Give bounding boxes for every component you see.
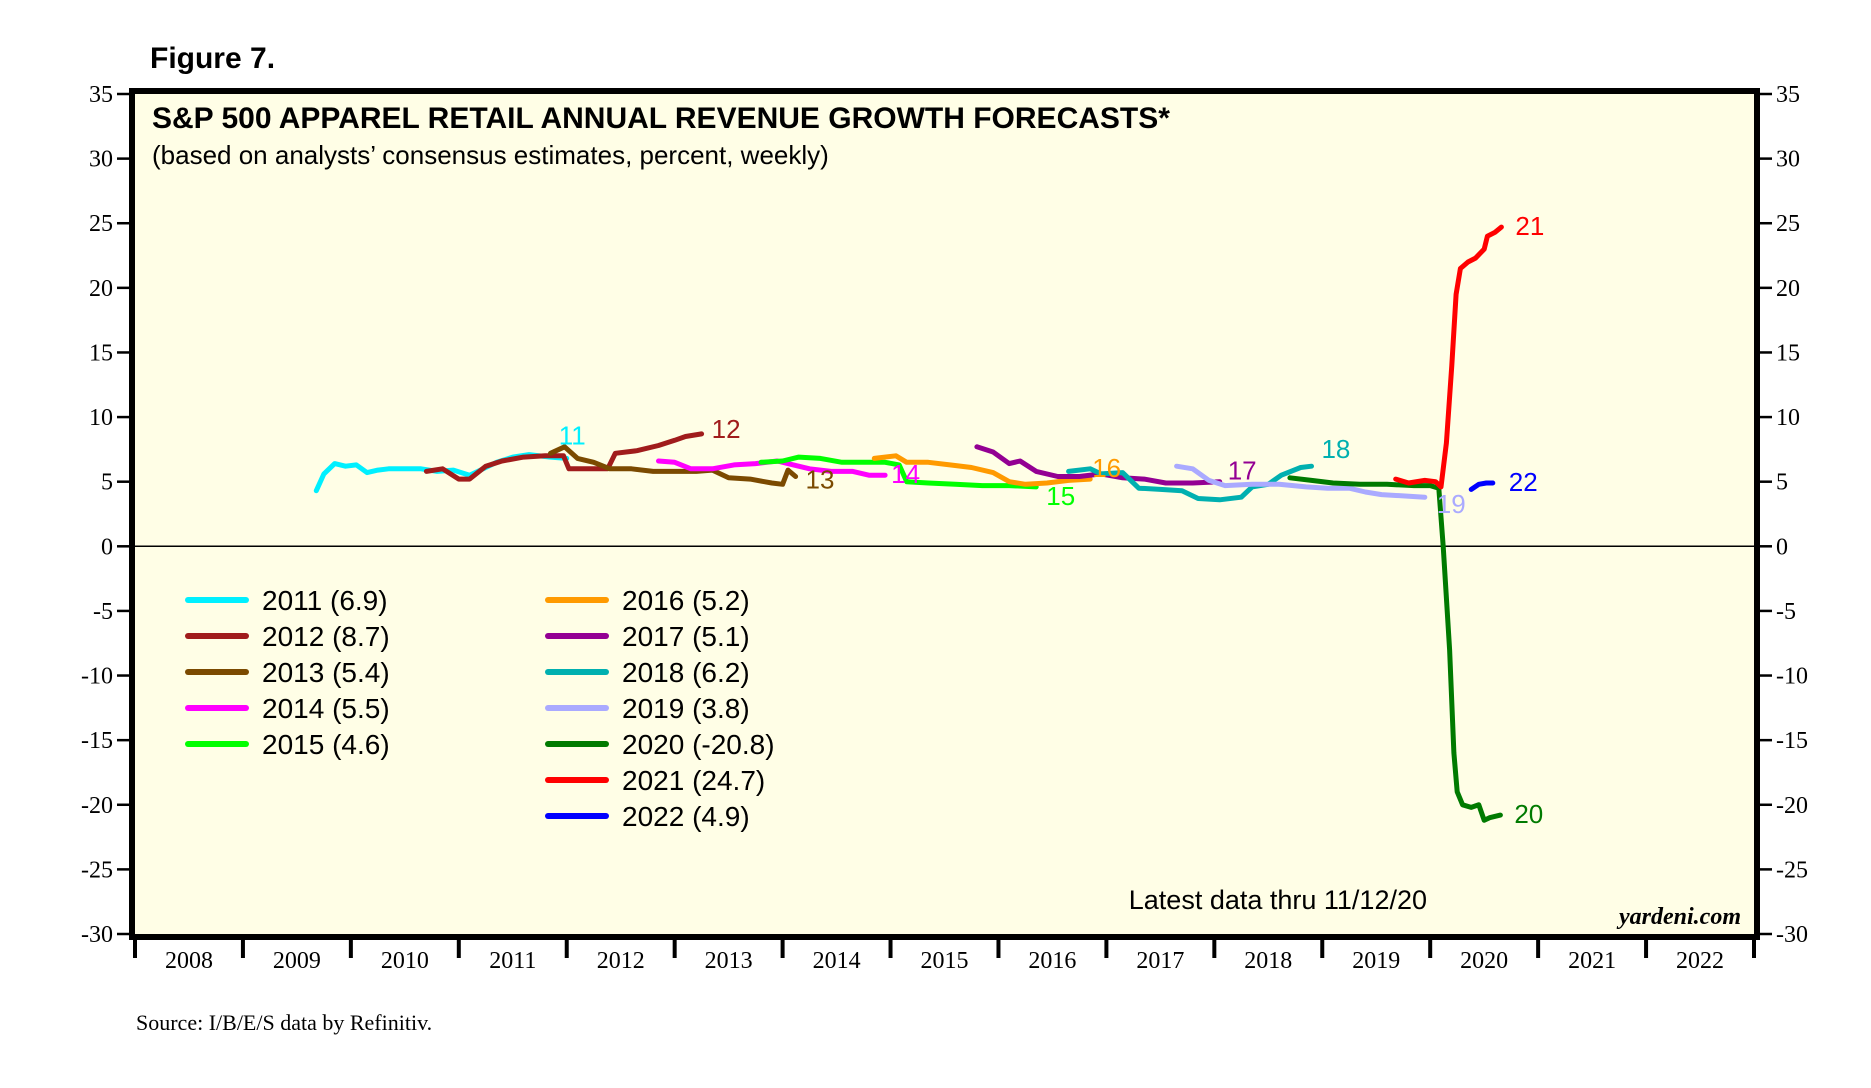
y-tick-label-right: 30 [1776, 147, 1800, 173]
series-line-2018 [1066, 463, 1314, 503]
y-tick-label-right: 0 [1776, 534, 1788, 560]
legend-label-2014: 2014 (5.5) [262, 693, 390, 724]
y-tick-label-right: 35 [1776, 82, 1800, 108]
legend-label-2020: 2020 (-20.8) [622, 729, 775, 760]
y-axis-right: 35 30 25 20 15 10 5 0 -5 -10 -15 -20 -25 -30 [1757, 82, 1808, 948]
y-tick-label-left: 35 [89, 82, 113, 108]
plot-frame [129, 88, 1760, 940]
x-tick-label: 2010 [381, 948, 429, 974]
legend-label-2019: 2019 (3.8) [622, 693, 750, 724]
y-axis-left: 35 30 25 20 15 10 5 0 -5 -10 -15 -20 -25 -30 [81, 82, 132, 948]
x-tick-label: 2016 [1028, 948, 1076, 974]
y-tick-label-left: 30 [89, 147, 113, 173]
series-line-2012 [423, 431, 705, 482]
legend-label-2017: 2017 (5.1) [622, 621, 750, 652]
series-end-label-2012: 12 [712, 414, 741, 444]
legend: 2011 (6.9) 2012 (8.7) 2013 (5.4) 2014 (5.5)… [185, 585, 775, 832]
y-tick-label-left: -25 [81, 857, 113, 883]
y-tick-label-left: 20 [89, 276, 113, 302]
series-end-label-2020: 20 [1514, 799, 1543, 829]
x-tick-label: 2015 [921, 948, 969, 974]
series-end-label-2013: 13 [806, 465, 835, 495]
series-line-2019 [1174, 463, 1428, 500]
y-tick-label-left: 0 [101, 534, 113, 560]
series-end-label-2017: 17 [1228, 456, 1257, 486]
y-tick-label-right: -5 [1776, 599, 1796, 625]
series-end-label-2014: 14 [891, 459, 920, 489]
series-line-2013 [548, 444, 799, 487]
y-tick-label-right: -20 [1776, 793, 1808, 819]
legend-label-2013: 2013 (5.4) [262, 657, 390, 688]
y-tick-label-right: -10 [1776, 664, 1808, 690]
plot-background [135, 94, 1754, 934]
y-tick-label-right: -15 [1776, 728, 1808, 754]
legend-label-2021: 2021 (24.7) [622, 765, 765, 796]
x-tick-label: 2021 [1568, 948, 1616, 974]
y-tick-label-left: -20 [81, 793, 113, 819]
x-tick-label: 2020 [1460, 948, 1508, 974]
series-line-2015 [758, 454, 1039, 490]
y-tick-label-right: 5 [1776, 470, 1788, 496]
legend-label-2022: 2022 (4.9) [622, 801, 750, 832]
y-tick-label-right: 10 [1776, 405, 1800, 431]
series-line-2021 [1393, 224, 1504, 490]
x-tick-label: 2019 [1352, 948, 1400, 974]
x-tick-label: 2017 [1136, 948, 1184, 974]
y-tick-label-left: -10 [81, 664, 113, 690]
y-tick-label-right: 25 [1776, 211, 1800, 237]
x-tick-label: 2008 [165, 948, 213, 974]
figure-label: Figure 7. [150, 42, 276, 75]
y-tick-label-left: 15 [89, 340, 113, 366]
x-tick-label: 2012 [597, 948, 645, 974]
x-tick-label: 2013 [705, 948, 753, 974]
series-end-label-2016: 16 [1092, 453, 1121, 483]
legend-label-2012: 2012 (8.7) [262, 621, 390, 652]
series-end-label-2015: 15 [1046, 481, 1075, 511]
y-tick-label-right: 15 [1776, 340, 1800, 366]
y-tick-label-left: 10 [89, 405, 113, 431]
series-end-label-2018: 18 [1321, 434, 1350, 464]
series-end-label-2022: 22 [1509, 467, 1538, 497]
x-tick-label: 2009 [273, 948, 321, 974]
series-line-2022 [1468, 480, 1496, 492]
legend-label-2016: 2016 (5.2) [622, 585, 750, 616]
brand-watermark: yardeni.com [1616, 904, 1741, 930]
end-labels: 11 12 13 14 15 16 17 18 19 20 21 22 [559, 211, 1545, 829]
legend-label-2015: 2015 (4.6) [262, 729, 390, 760]
y-tick-label-left: 5 [101, 470, 113, 496]
chart-title: S&P 500 APPAREL RETAIL ANNUAL REVENUE GR… [152, 102, 1170, 135]
y-tick-label-right: -25 [1776, 857, 1808, 883]
series-end-label-2019: 19 [1437, 489, 1466, 519]
series-line-2020 [1287, 475, 1503, 823]
x-tick-label: 2011 [489, 948, 536, 974]
legend-label-2018: 2018 (6.2) [622, 657, 750, 688]
y-tick-label-left: -15 [81, 728, 113, 754]
series-end-label-2011: 11 [559, 420, 586, 450]
source-note: Source: I/B/E/S data by Refinitiv. [136, 1010, 433, 1035]
y-tick-label-right: -30 [1776, 922, 1808, 948]
x-tick-label: 2014 [813, 948, 861, 974]
x-axis: 2008 2009 2010 2011 2012 2013 2014 2015 2016 2017… [133, 937, 1756, 974]
y-tick-label-left: -5 [93, 599, 113, 625]
x-tick-label: 2022 [1676, 948, 1724, 974]
chart-subtitle: (based on analysts’ consensus estimates,… [152, 140, 829, 170]
y-tick-label-right: 20 [1776, 276, 1800, 302]
y-tick-label-left: 25 [89, 211, 113, 237]
x-tick-label: 2018 [1244, 948, 1292, 974]
series-line-2016 [871, 453, 1093, 487]
series-lines [313, 224, 1504, 823]
series-line-2017 [974, 444, 1223, 486]
series-end-label-2021: 21 [1515, 211, 1544, 241]
y-tick-label-left: -30 [81, 922, 113, 948]
legend-label-2011: 2011 (6.9) [262, 585, 388, 616]
latest-data-note: Latest data thru 11/12/20 [1129, 885, 1427, 915]
